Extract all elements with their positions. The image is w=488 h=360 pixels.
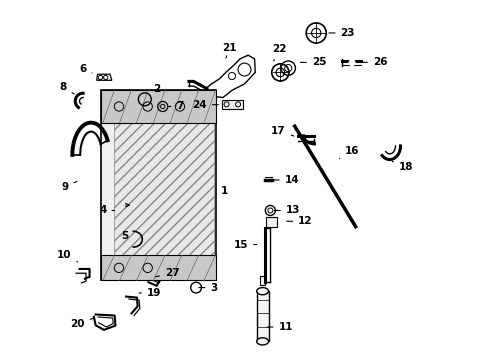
Text: 12: 12 <box>286 216 312 226</box>
Bar <box>113 116 214 255</box>
Text: 25: 25 <box>300 57 326 67</box>
Text: 6: 6 <box>79 64 92 74</box>
Text: 17: 17 <box>270 126 293 136</box>
Text: 9: 9 <box>61 181 77 192</box>
Text: 11: 11 <box>266 322 292 332</box>
Bar <box>101 90 215 123</box>
Text: 26: 26 <box>361 57 386 67</box>
Text: 2: 2 <box>152 84 160 94</box>
Text: 20: 20 <box>70 318 94 329</box>
Ellipse shape <box>256 288 268 295</box>
Bar <box>265 217 276 226</box>
Text: 21: 21 <box>222 43 236 58</box>
Bar <box>256 291 268 341</box>
Text: 22: 22 <box>272 45 286 61</box>
Bar <box>222 100 243 109</box>
Circle shape <box>348 60 354 66</box>
Text: 1: 1 <box>221 186 228 196</box>
Text: 24: 24 <box>192 100 218 110</box>
Text: 10: 10 <box>57 250 78 262</box>
Text: 5: 5 <box>121 231 128 241</box>
Text: 3: 3 <box>199 283 217 293</box>
Text: 4: 4 <box>99 206 114 216</box>
Text: 14: 14 <box>272 175 299 185</box>
Text: 15: 15 <box>233 239 256 249</box>
Text: 7: 7 <box>167 102 183 112</box>
Bar <box>101 255 215 280</box>
Text: 23: 23 <box>328 28 354 38</box>
Ellipse shape <box>256 338 268 345</box>
Text: 13: 13 <box>274 206 300 216</box>
Bar <box>260 276 264 285</box>
Text: 18: 18 <box>391 161 412 172</box>
Text: 19: 19 <box>139 288 161 298</box>
Text: 8: 8 <box>60 82 74 94</box>
Bar <box>101 90 215 280</box>
Text: 27: 27 <box>154 268 179 278</box>
Text: 16: 16 <box>339 146 359 158</box>
